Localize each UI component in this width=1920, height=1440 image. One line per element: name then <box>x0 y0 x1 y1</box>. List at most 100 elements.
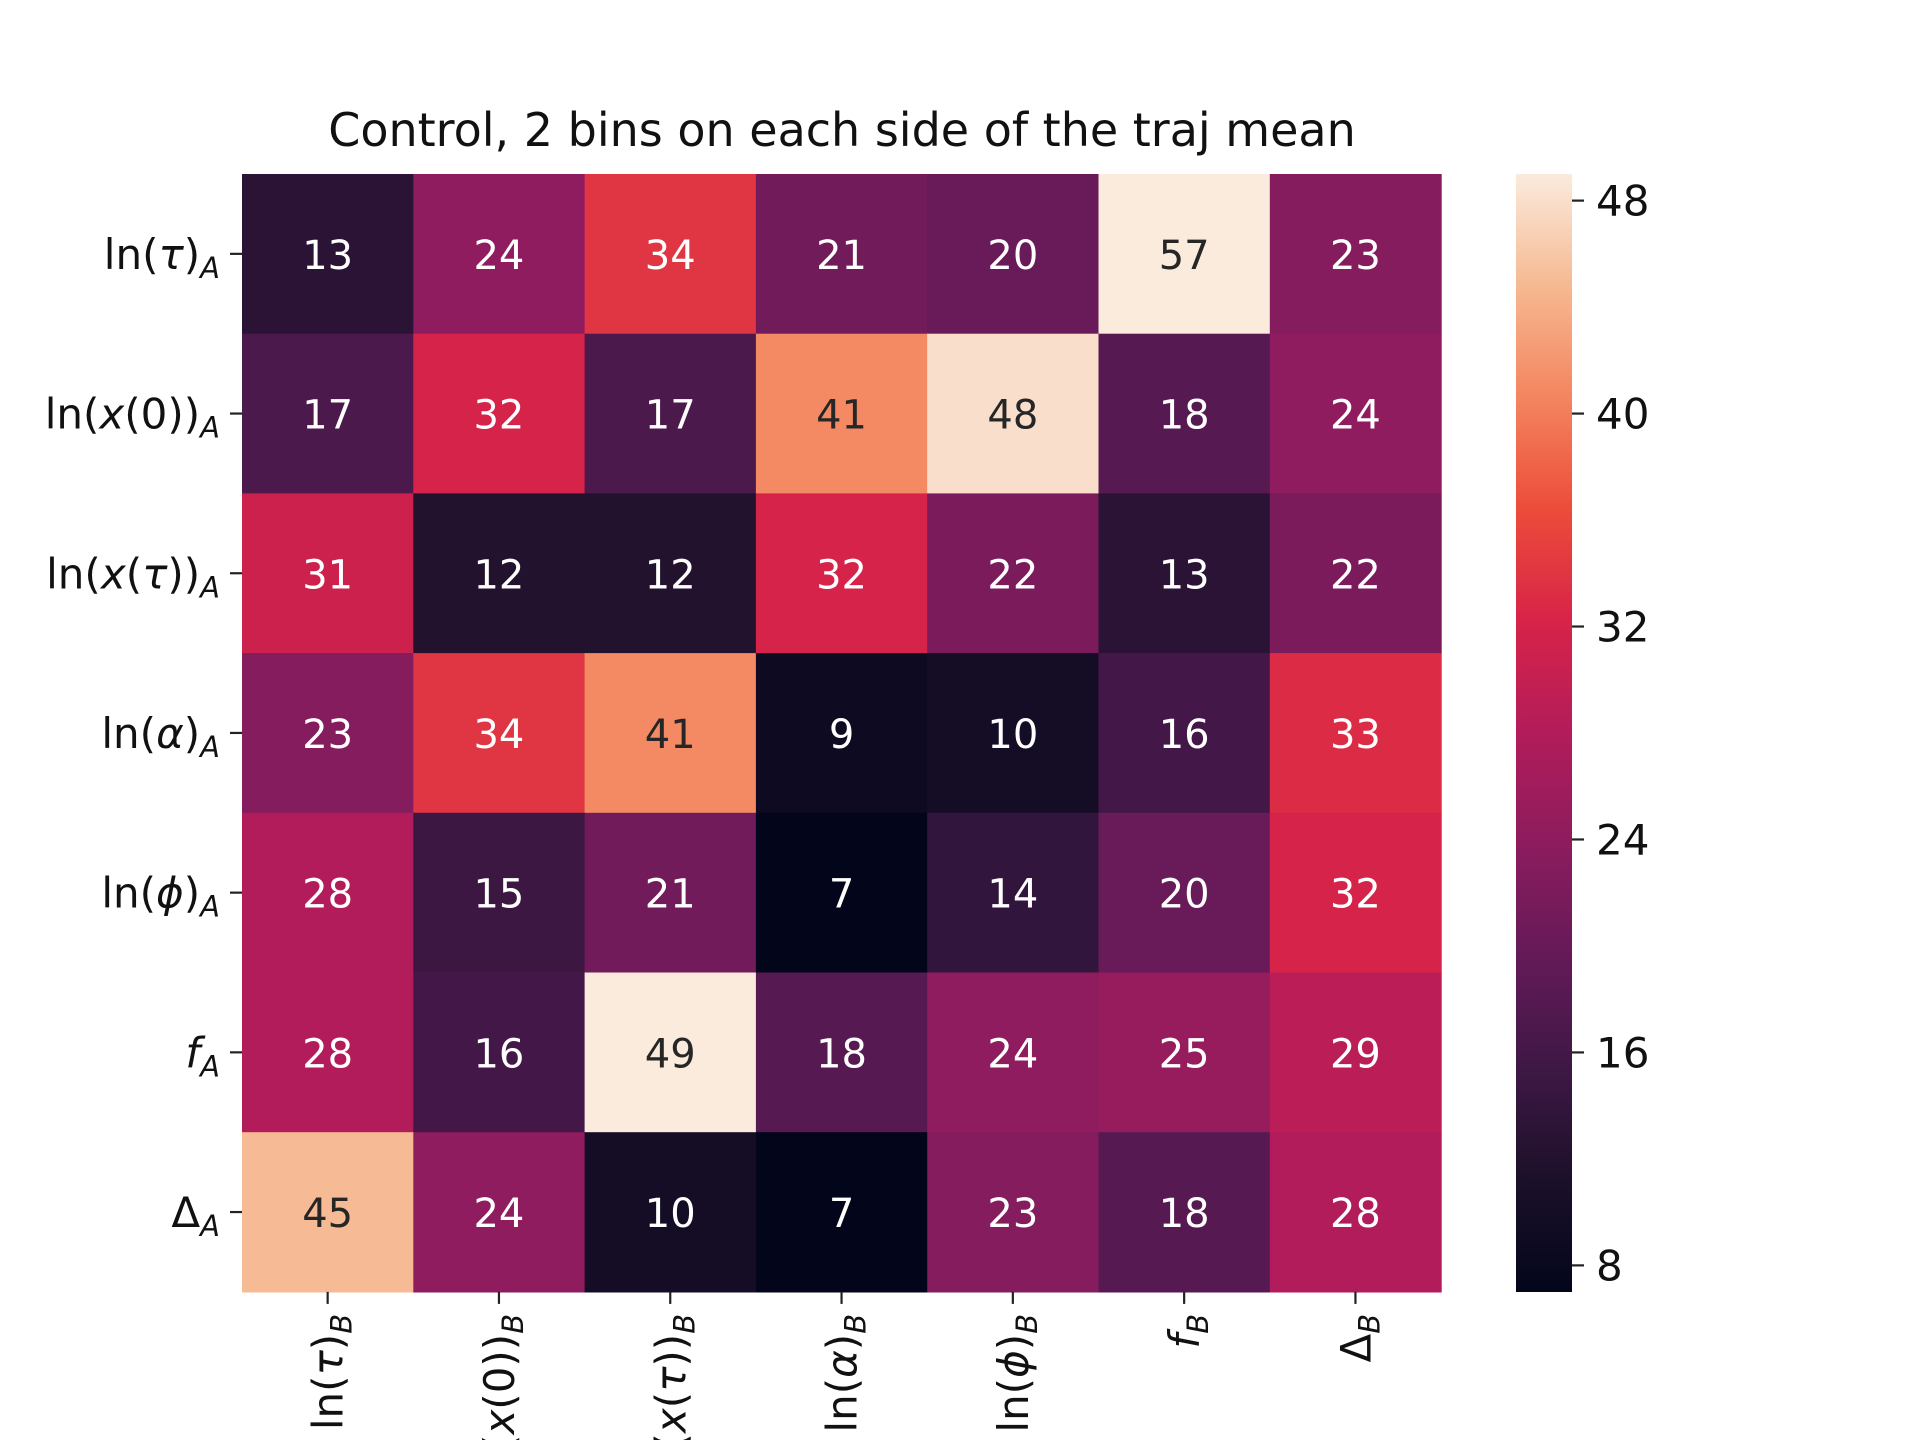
heatmap-cell <box>1098 333 1271 494</box>
cell-value-label: 20 <box>1159 872 1210 918</box>
cell-value-label: 10 <box>987 712 1038 758</box>
heatmap-cell <box>755 812 928 974</box>
cell-value-label: 24 <box>473 233 524 279</box>
cell-value-label: 28 <box>302 872 353 918</box>
chart-title: Control, 2 bins on each side of the traj… <box>328 103 1356 157</box>
cell-value-label: 45 <box>302 1191 353 1237</box>
x-tick-label: ln(α)B <box>818 1314 873 1433</box>
heatmap-cell <box>1269 1132 1442 1293</box>
heatmap-cell <box>413 653 586 814</box>
heatmap-cell <box>242 174 414 335</box>
cell-value-label: 16 <box>473 1031 524 1077</box>
heatmap-cell <box>242 333 414 494</box>
heatmap-cell <box>1269 174 1442 335</box>
cell-value-label: 12 <box>645 552 696 598</box>
heatmap-cell <box>1098 493 1271 654</box>
cell-value-label: 41 <box>645 712 696 758</box>
cell-value-label: 28 <box>302 1031 353 1077</box>
heatmap-cell <box>1098 174 1271 335</box>
heatmap-cell <box>584 1132 757 1293</box>
colorbar-tick-label: 24 <box>1596 815 1649 864</box>
cell-value-label: 18 <box>1159 393 1210 439</box>
y-tick-label: ln(α)A <box>101 709 220 764</box>
x-tick-label: ln(x(0))B <box>475 1314 530 1440</box>
cell-value-label: 22 <box>1330 552 1381 598</box>
y-axis: ln(τ)A ln(x(0))A ln(x(τ))A ln(α)A ln(ϕ)A fA ΔA <box>45 230 242 1243</box>
heatmap-cell <box>1098 972 1271 1133</box>
colorbar-gradient <box>1516 174 1572 1292</box>
cell-value-label: 32 <box>816 552 867 598</box>
heatmap-cells <box>242 174 1442 1293</box>
y-tick-label: ln(x(0))A <box>45 390 220 445</box>
cell-value-label: 7 <box>829 872 854 918</box>
cell-value-label: 17 <box>302 393 353 439</box>
heatmap-cell <box>927 174 1100 335</box>
cell-value-label: 32 <box>1330 872 1381 918</box>
heatmap-cell <box>242 653 414 814</box>
heatmap-cell <box>755 1132 928 1293</box>
cell-value-label: 34 <box>645 233 696 279</box>
colorbar-tick-label: 32 <box>1596 603 1649 652</box>
cell-value-label: 18 <box>1159 1191 1210 1237</box>
colorbar-tick-label: 8 <box>1596 1241 1623 1290</box>
heatmap-cell <box>1269 972 1442 1133</box>
heatmap-cell <box>413 333 586 494</box>
cell-value-label: 48 <box>987 393 1038 439</box>
cell-value-label: 13 <box>1159 552 1210 598</box>
cell-value-label: 23 <box>1330 233 1381 279</box>
cell-value-label: 23 <box>987 1191 1038 1237</box>
cell-value-label: 49 <box>645 1031 696 1077</box>
heatmap-cell <box>584 812 757 974</box>
cell-value-label: 21 <box>645 872 696 918</box>
heatmap-cell <box>1269 812 1442 974</box>
cell-value-label: 12 <box>473 552 524 598</box>
cell-value-label: 31 <box>302 552 353 598</box>
heatmap-cell <box>927 972 1100 1133</box>
heatmap-cell <box>413 174 586 335</box>
heatmap-cell <box>413 1132 586 1293</box>
cell-value-label: 29 <box>1330 1031 1381 1077</box>
heatmap-cell <box>927 333 1100 494</box>
cell-value-label: 24 <box>473 1191 524 1237</box>
cell-value-label: 13 <box>302 233 353 279</box>
heatmap-cell <box>584 972 757 1133</box>
cell-value-label: 18 <box>816 1031 867 1077</box>
heatmap-cell <box>1098 653 1271 814</box>
cell-value-label: 57 <box>1159 233 1210 279</box>
y-tick-label: ln(x(τ))A <box>46 549 220 604</box>
colorbar-tick-label: 16 <box>1596 1028 1649 1077</box>
heatmap-cell <box>755 653 928 814</box>
heatmap-cell <box>584 174 757 335</box>
cell-value-label: 28 <box>1330 1191 1381 1237</box>
x-tick-label: ln(ϕ)B <box>989 1314 1044 1433</box>
heatmap-cell <box>242 493 414 654</box>
cell-value-label: 22 <box>987 552 1038 598</box>
heatmap-cell <box>755 493 928 654</box>
heatmap-cell <box>755 174 928 335</box>
cell-value-label: 20 <box>987 233 1038 279</box>
heatmap-cell <box>1098 1132 1271 1293</box>
heatmap-cell <box>755 333 928 494</box>
y-tick-label: ln(τ)A <box>104 230 220 285</box>
cell-value-label: 34 <box>473 712 524 758</box>
colorbar: 8 16 24 32 40 48 <box>1516 174 1649 1292</box>
x-tick-label: ln(x(τ))B <box>646 1314 701 1440</box>
heatmap-cell <box>927 653 1100 814</box>
heatmap-cell <box>927 812 1100 974</box>
cell-value-label: 14 <box>987 872 1038 918</box>
y-tick-label: ln(ϕ)A <box>101 869 220 924</box>
cell-value-label: 15 <box>473 872 524 918</box>
cell-value-label: 32 <box>473 393 524 439</box>
cell-value-label: 10 <box>645 1191 696 1237</box>
cell-value-label: 9 <box>829 712 854 758</box>
cell-value-label: 25 <box>1159 1031 1210 1077</box>
heatmap-cell <box>584 493 757 654</box>
heatmap-cell <box>584 333 757 494</box>
heatmap-cell <box>755 972 928 1133</box>
cell-value-label: 23 <box>302 712 353 758</box>
heatmap-cell <box>1269 653 1442 814</box>
cell-value-label: 21 <box>816 233 867 279</box>
heatmap-cell <box>1269 333 1442 494</box>
x-tick-label: ΔB <box>1331 1314 1386 1363</box>
